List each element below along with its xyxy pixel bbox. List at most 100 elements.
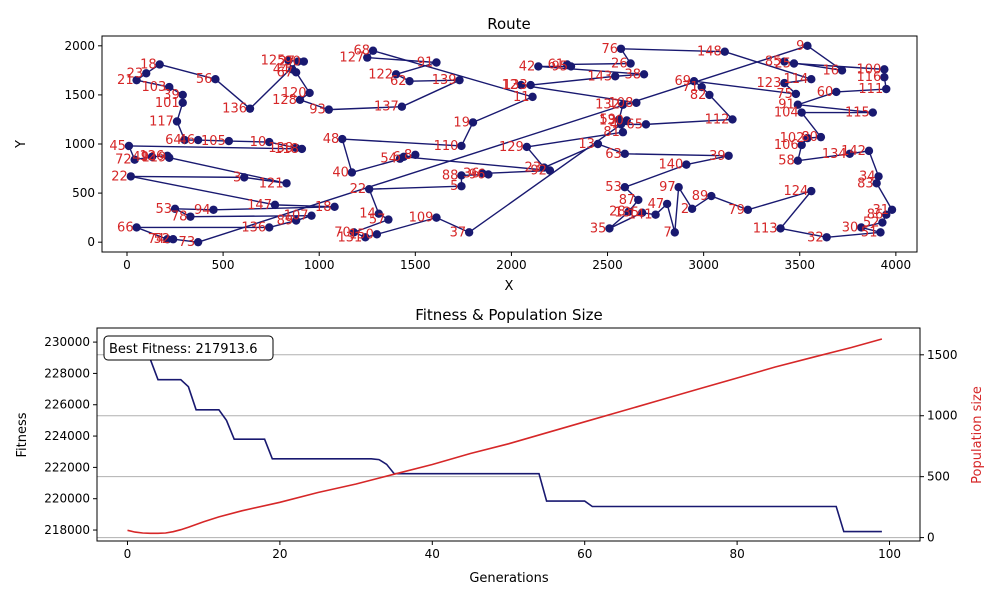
route-segment <box>482 169 550 175</box>
route-point-label: 123 <box>757 76 782 91</box>
fitness-y-label: Fitness <box>15 412 30 457</box>
route-point-label: 78 <box>171 210 188 225</box>
route-points <box>124 41 897 247</box>
route-point <box>282 179 291 188</box>
best-fitness-box <box>103 335 274 361</box>
route-point <box>307 211 316 220</box>
route-point <box>697 82 706 92</box>
route-point-label: 132 <box>595 98 620 113</box>
route-segment <box>214 78 251 110</box>
route-point-label: 124 <box>783 184 808 199</box>
route-point <box>347 168 357 177</box>
route-segment <box>801 112 822 138</box>
route-point-label: 39 <box>709 149 726 164</box>
route-point <box>705 90 714 100</box>
route-point-label: 91 <box>778 98 795 113</box>
route-point <box>193 237 203 247</box>
route-point-label: 53 <box>155 202 172 217</box>
route-point-label: 147 <box>247 198 272 213</box>
route-segment <box>198 139 229 142</box>
route-point <box>534 62 543 71</box>
route-point-label: 82 <box>690 88 707 103</box>
route-point <box>878 218 887 227</box>
route-point-label: 106 <box>774 138 799 153</box>
route-point <box>338 134 347 144</box>
route-point <box>620 149 630 159</box>
route-point <box>689 76 699 86</box>
route-point-label: 23 <box>525 161 542 176</box>
route-point <box>364 184 374 194</box>
route-point <box>209 205 218 214</box>
route-point <box>391 70 401 79</box>
route-point-label: 109 <box>409 211 434 226</box>
route-point <box>163 235 172 244</box>
route-segment <box>401 79 460 108</box>
route-x-tick-label: 2000 <box>496 258 527 272</box>
route-point <box>395 154 405 163</box>
route-point <box>295 95 305 105</box>
route-point <box>789 59 799 68</box>
route-point <box>293 57 303 66</box>
route-point-label: 36 <box>463 166 480 181</box>
route-x-tick-label: 4000 <box>881 258 912 272</box>
route-point-label: 6 <box>392 150 400 165</box>
route-point-label: 70 <box>334 225 351 240</box>
fitness-y-tick-label: 222000 <box>44 460 90 474</box>
route-point-label: 117 <box>149 114 174 129</box>
route-segment <box>624 163 687 188</box>
route-point-label: 61 <box>548 57 565 72</box>
route-point <box>791 89 801 99</box>
route-segment <box>468 119 628 233</box>
route-point <box>305 88 314 98</box>
route-segment <box>538 65 645 75</box>
route-point-label: 142 <box>841 144 866 159</box>
route-point-label: 125 <box>261 54 286 69</box>
route-point-label: 114 <box>783 72 808 87</box>
route-point <box>374 209 383 218</box>
route-point-label: 100 <box>856 62 881 77</box>
route-point <box>876 228 885 237</box>
fitness-y-tick-label: 230000 <box>44 335 90 349</box>
route-point <box>728 115 737 124</box>
route-point-label: 85 <box>765 55 782 70</box>
fitness-x-tick-label: 40 <box>425 547 440 561</box>
route-point-label: 111 <box>858 82 883 97</box>
route-point-label: 119 <box>141 151 166 166</box>
route-x-tick-label: 1500 <box>400 258 431 272</box>
route-point <box>265 137 274 147</box>
route-segment <box>136 79 170 88</box>
route-point-label: 11 <box>513 90 530 105</box>
route-point <box>793 156 803 165</box>
route-segment <box>567 62 631 66</box>
route-point-label: 101 <box>155 96 180 111</box>
route-point <box>132 75 141 85</box>
fitness-y-tick-label: 220000 <box>44 492 90 506</box>
route-point-label: 22 <box>111 169 128 184</box>
route-point-label: 4 <box>610 117 618 132</box>
route-point-label: 59 <box>600 112 617 127</box>
route-point-label: 122 <box>368 67 393 82</box>
route-point-label: 27 <box>279 55 296 70</box>
route-point-label: 37 <box>450 225 467 240</box>
route-point <box>411 150 420 159</box>
route-point-label: 18 <box>315 200 332 215</box>
route-point <box>132 223 141 232</box>
route-point-label: 62 <box>390 74 407 89</box>
fitness-gridlines <box>97 354 920 539</box>
route-segment <box>159 63 216 80</box>
route-point <box>142 69 151 78</box>
route-segment <box>376 216 437 236</box>
route-point <box>803 41 812 51</box>
route-point-label: 136 <box>241 220 266 235</box>
route-point <box>432 213 441 222</box>
population-y-tick-label: 1000 <box>927 409 958 423</box>
route-point-label: 48 <box>323 132 340 147</box>
route-point-label: 3 <box>233 170 241 185</box>
route-point-label: 135 <box>614 206 639 221</box>
route-segment <box>244 176 287 184</box>
route-point <box>405 76 414 86</box>
route-segment <box>130 175 245 179</box>
route-point <box>662 199 672 209</box>
population-y-tick-label: 1500 <box>927 348 958 362</box>
route-segment <box>624 153 729 157</box>
